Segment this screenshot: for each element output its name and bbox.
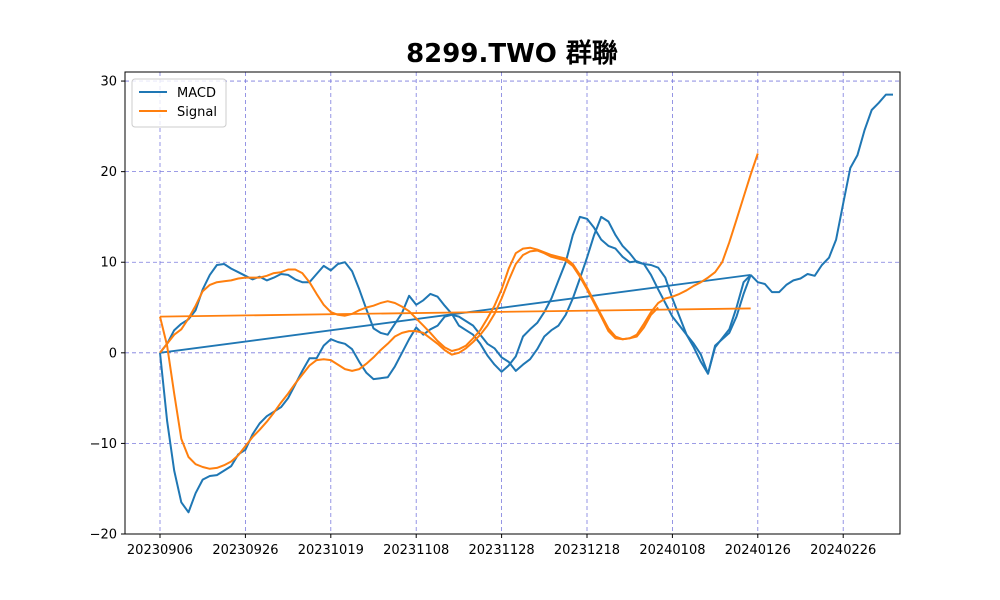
y-tick-label: 0 bbox=[109, 346, 117, 361]
x-tick-label: 20240226 bbox=[810, 543, 876, 558]
signal-line bbox=[159, 249, 659, 470]
y-tick-label: −10 bbox=[90, 437, 117, 452]
macd-line bbox=[749, 93, 893, 294]
legend-label-macd: MACD bbox=[177, 86, 216, 101]
x-tick-label: 20230906 bbox=[127, 543, 193, 558]
plot-area-frame bbox=[124, 71, 901, 535]
macd-line bbox=[159, 274, 751, 354]
x-tick-label: 20240126 bbox=[725, 543, 791, 558]
y-tick-label: 10 bbox=[100, 256, 117, 271]
axes: 20230906 20230926 20231019 20231108 20231128… bbox=[90, 75, 877, 558]
series-layer bbox=[159, 93, 893, 514]
macd-line bbox=[159, 215, 752, 514]
legend: MACD Signal bbox=[131, 78, 227, 128]
y-tick-label: 20 bbox=[100, 165, 117, 180]
x-tick-label: 20231128 bbox=[469, 543, 535, 558]
y-tick-label: 30 bbox=[100, 75, 117, 90]
signal-line bbox=[159, 307, 751, 318]
chart-title: 8299.TWO 群聯 bbox=[406, 39, 618, 69]
x-tick-label: 20231108 bbox=[383, 543, 449, 558]
legend-label-signal: Signal bbox=[177, 105, 217, 120]
x-tick-label: 20230926 bbox=[212, 543, 278, 558]
y-tick-label: −20 bbox=[90, 528, 117, 543]
x-tick-label: 20231019 bbox=[298, 543, 364, 558]
x-tick-label: 20240108 bbox=[639, 543, 705, 558]
grid bbox=[125, 72, 900, 535]
signal-line bbox=[159, 153, 759, 354]
x-tick-label: 20231218 bbox=[554, 543, 620, 558]
